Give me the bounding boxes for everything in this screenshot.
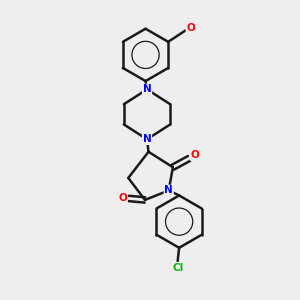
Text: Cl: Cl bbox=[172, 263, 183, 273]
Text: O: O bbox=[186, 22, 195, 32]
Text: N: N bbox=[143, 134, 152, 144]
Text: O: O bbox=[118, 193, 127, 203]
Text: N: N bbox=[164, 185, 173, 195]
Text: N: N bbox=[143, 84, 152, 94]
Text: O: O bbox=[191, 150, 200, 161]
